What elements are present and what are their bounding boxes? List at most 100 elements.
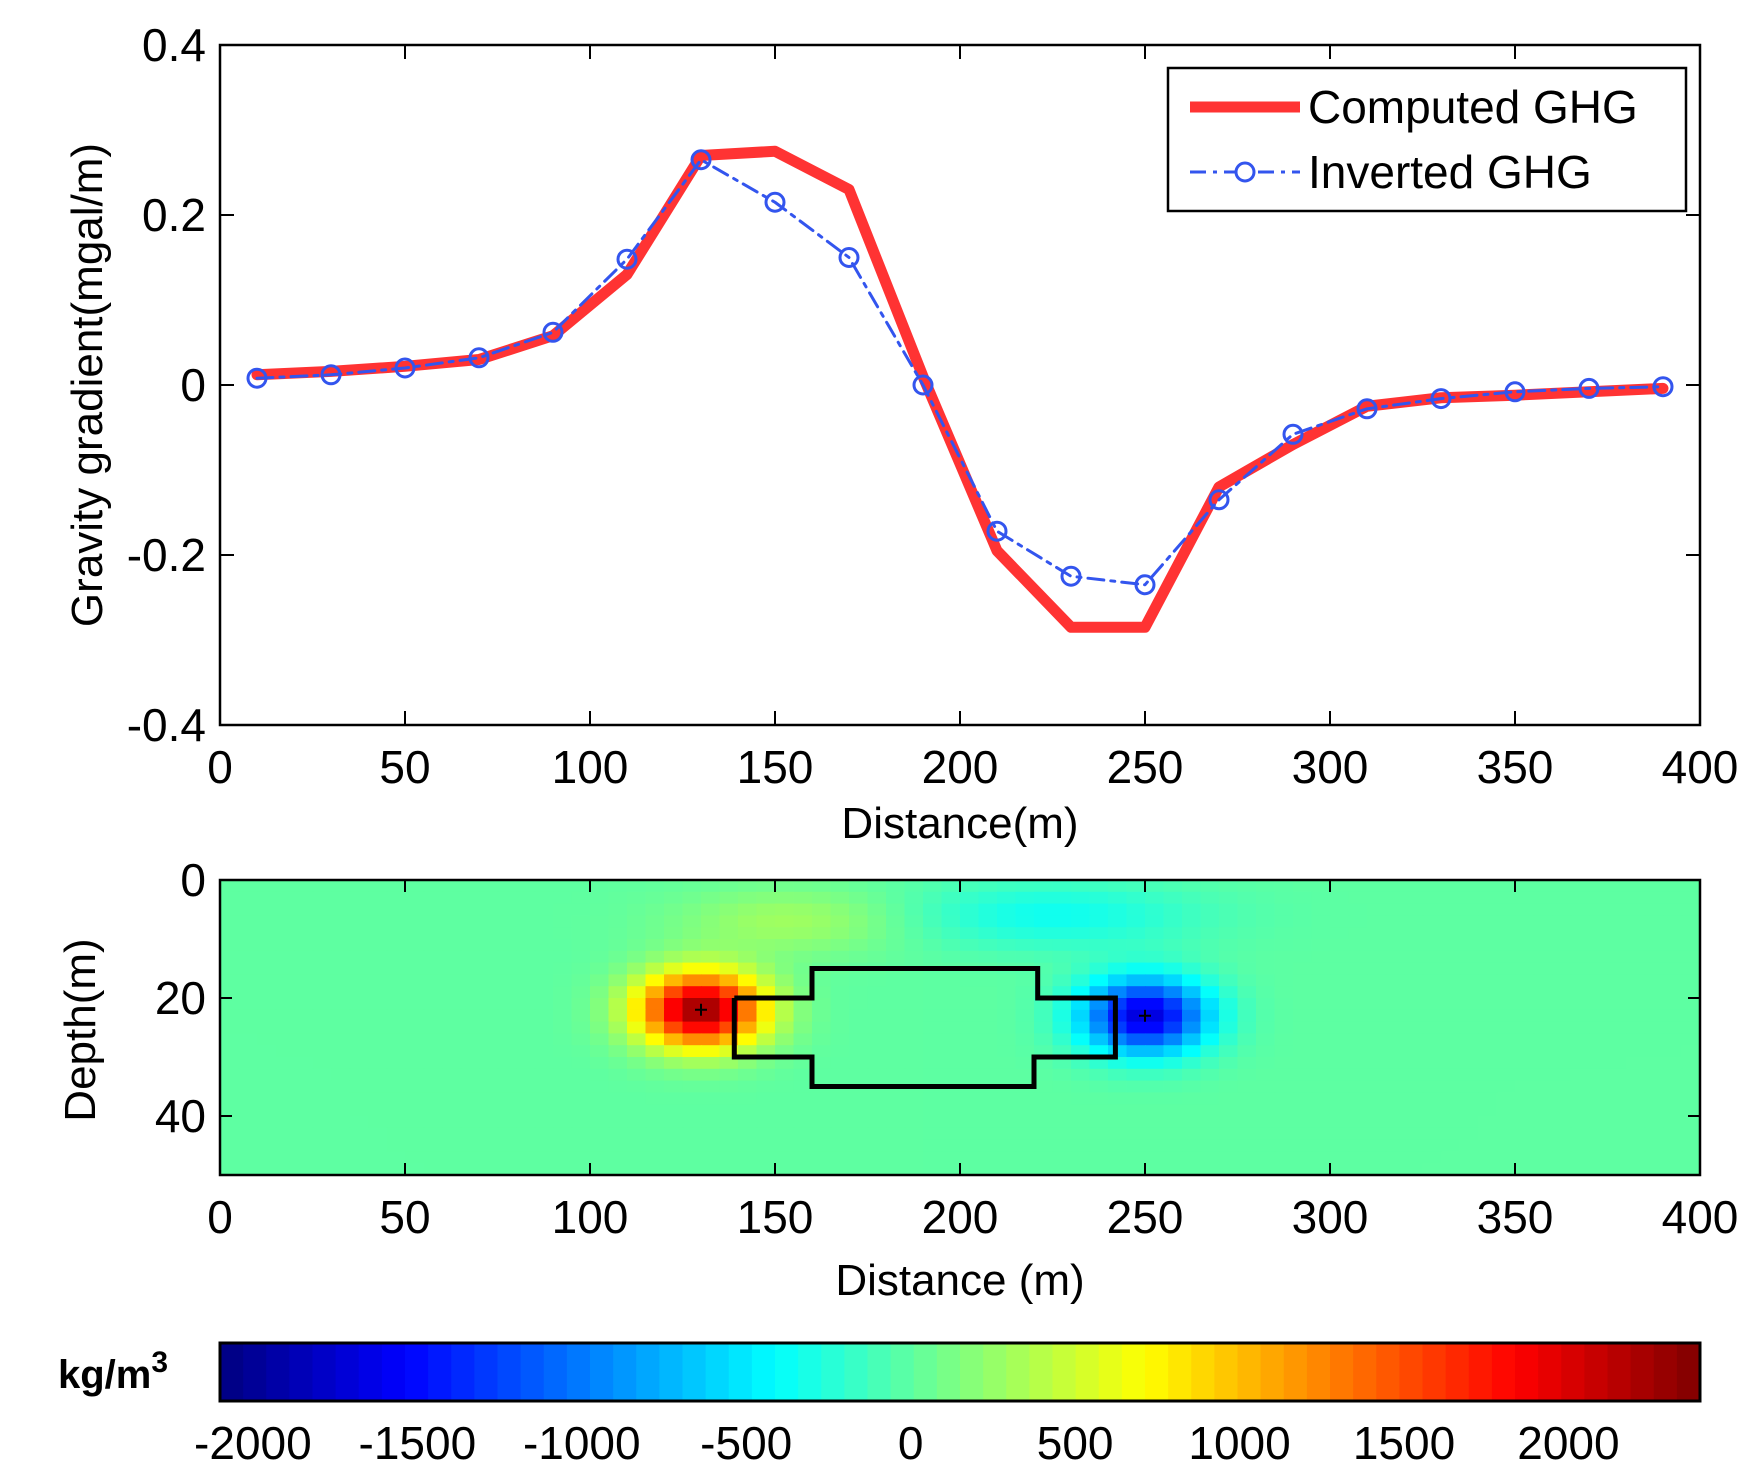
heatmap-cell xyxy=(1311,891,1331,905)
heatmap-cell xyxy=(534,950,554,964)
heatmap-cell xyxy=(1256,915,1276,928)
anomaly-center-marker xyxy=(695,1003,707,1016)
heatmap-cell xyxy=(941,939,961,952)
heatmap-cell xyxy=(738,1163,758,1175)
heatmap-cell xyxy=(701,1033,721,1046)
heatmap-cell xyxy=(904,1139,924,1152)
heatmap-cell xyxy=(534,1116,554,1129)
heatmap-cell xyxy=(1126,1021,1146,1034)
heatmap-cell xyxy=(423,1163,443,1175)
heatmap-cell xyxy=(1589,1057,1609,1070)
heatmap-cell xyxy=(571,1021,591,1034)
heatmap-cell xyxy=(849,1009,869,1023)
heatmap-cell xyxy=(904,1092,924,1105)
heatmap-cell xyxy=(479,1116,499,1129)
heatmap-cell xyxy=(1607,998,1627,1011)
heatmap-cell xyxy=(1385,1092,1405,1105)
heatmap-cell xyxy=(257,939,277,952)
heatmap-cell xyxy=(608,1021,628,1034)
heatmap-cell xyxy=(1126,903,1146,916)
heatmap-cell xyxy=(1552,927,1572,940)
heatmap-cell xyxy=(701,1009,721,1023)
heatmap-cell xyxy=(627,1080,647,1093)
heatmap-cell xyxy=(331,998,351,1011)
heatmap-cell xyxy=(1071,880,1091,893)
heatmap-cell xyxy=(1348,927,1368,940)
heatmap-cell xyxy=(423,1139,443,1152)
heatmap-cell xyxy=(1071,962,1091,975)
heatmap-cell xyxy=(682,950,702,964)
heatmap-cell xyxy=(516,1116,536,1129)
heatmap-cell xyxy=(257,891,277,905)
heatmap-cell xyxy=(1182,1151,1202,1164)
heatmap-cell xyxy=(960,903,980,916)
heatmap-cell xyxy=(442,903,462,916)
heatmap-cell xyxy=(960,1033,980,1046)
heatmap-cell xyxy=(1293,962,1313,975)
heatmap-cell xyxy=(1644,1151,1664,1164)
heatmap-cell xyxy=(812,950,832,964)
heatmap-cell xyxy=(516,950,536,964)
heatmap-cell xyxy=(1034,1139,1054,1152)
heatmap-cell xyxy=(849,1057,869,1070)
heatmap-cell xyxy=(1644,1127,1664,1141)
heatmap-cell xyxy=(386,1127,406,1141)
heatmap-cell xyxy=(1015,927,1035,940)
heatmap-cell xyxy=(812,891,832,905)
heatmap-cell xyxy=(682,1151,702,1164)
heatmap-cell xyxy=(756,998,776,1011)
heatmap-cell xyxy=(682,1127,702,1141)
heatmap-cell xyxy=(1515,939,1535,952)
heatmap-cell xyxy=(294,1116,314,1129)
heatmap-cell xyxy=(1071,1127,1091,1141)
heatmap-cell xyxy=(1496,1139,1516,1152)
heatmap-cell xyxy=(479,1163,499,1175)
heatmap-cell xyxy=(1089,962,1109,975)
heatmap-cell xyxy=(1034,1151,1054,1164)
heatmap-cell xyxy=(331,1139,351,1152)
heatmap-cell xyxy=(516,939,536,952)
heatmap-cell xyxy=(1607,1045,1627,1058)
heatmap-cell xyxy=(1237,1104,1257,1117)
heatmap-cell xyxy=(1367,950,1387,964)
heatmap-cell xyxy=(1274,880,1294,893)
heatmap-cell xyxy=(368,1139,388,1152)
heatmap-cell xyxy=(534,962,554,975)
heatmap-cell xyxy=(1052,1127,1072,1141)
heatmap-cell xyxy=(1644,1139,1664,1152)
heatmap-cell xyxy=(386,1033,406,1046)
heatmap-cell xyxy=(1274,974,1294,987)
heatmap-cell xyxy=(793,1127,813,1141)
heatmap-cell xyxy=(867,927,887,940)
heatmap-cell xyxy=(608,880,628,893)
heatmap-cell xyxy=(608,962,628,975)
heatmap-cell xyxy=(960,891,980,905)
heatmap-cell xyxy=(1496,998,1516,1011)
heatmap-cell xyxy=(534,1080,554,1093)
heatmap-cell xyxy=(349,1104,369,1117)
heatmap-cell xyxy=(479,915,499,928)
heatmap-cell xyxy=(571,1127,591,1141)
heatmap-cell xyxy=(1237,1068,1257,1082)
heatmap-cell xyxy=(1570,903,1590,916)
heatmap-cell xyxy=(1644,1163,1664,1175)
heatmap-cell xyxy=(1052,998,1072,1011)
heatmap-cell xyxy=(238,927,258,940)
heatmap-cell xyxy=(1385,1116,1405,1129)
heatmap-cell xyxy=(1108,1127,1128,1141)
heatmap-cell xyxy=(1163,1021,1183,1034)
heatmap-cell xyxy=(1533,927,1553,940)
heatmap-cell xyxy=(1589,1092,1609,1105)
heatmap-cell xyxy=(553,915,573,928)
heatmap-cell xyxy=(571,974,591,987)
heatmap-cell xyxy=(331,880,351,893)
heatmap-cell xyxy=(1515,1116,1535,1129)
colorbar-step xyxy=(983,1343,1007,1401)
heatmap-cell xyxy=(553,1068,573,1082)
heatmap-cell xyxy=(645,1104,665,1117)
heatmap-cell xyxy=(1552,1163,1572,1175)
heatmap-cell xyxy=(386,1080,406,1093)
heatmap-cell xyxy=(608,950,628,964)
heatmap-cell xyxy=(1478,998,1498,1011)
heatmap-cell xyxy=(368,1104,388,1117)
